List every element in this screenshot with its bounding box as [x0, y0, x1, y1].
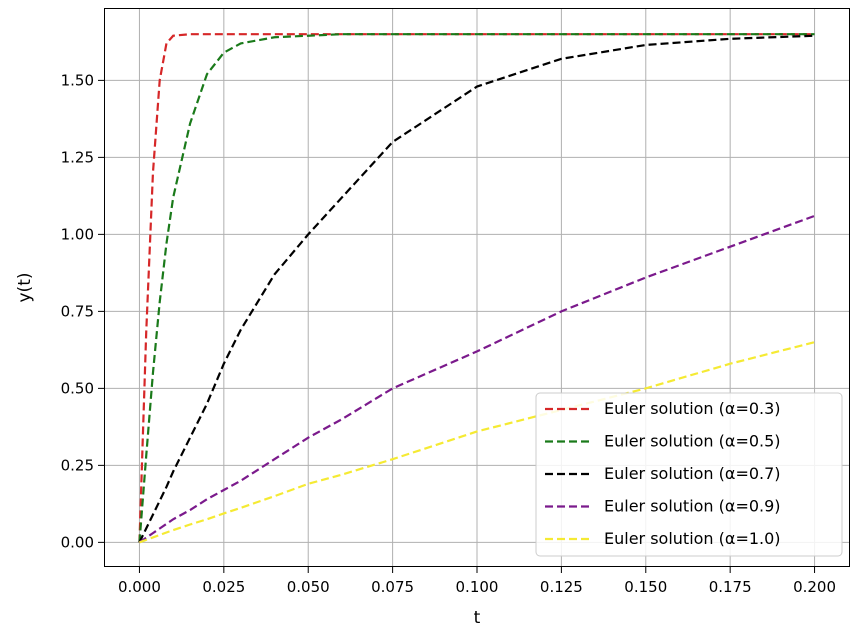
y-tick-label: 0.75	[61, 302, 94, 320]
legend-label: Euler solution (α=0.3)	[604, 399, 781, 418]
x-tick-label: 0.100	[456, 578, 499, 596]
y-axis-ticks: 0.00 0.25 0.50 0.75 1.00 1.25 1.50	[61, 71, 104, 551]
legend-label: Euler solution (α=0.7)	[604, 464, 781, 483]
y-tick-label: 1.00	[61, 225, 94, 243]
x-tick-label: 0.075	[371, 578, 414, 596]
x-tick-label: 0.150	[624, 578, 667, 596]
legend-label: Euler solution (α=0.5)	[604, 432, 781, 451]
x-tick-label: 0.000	[118, 578, 161, 596]
legend: Euler solution (α=0.3) Euler solution (α=…	[535, 392, 843, 557]
series-line-1	[138, 33, 815, 543]
y-tick-label: 0.25	[61, 456, 94, 474]
legend-label: Euler solution (α=0.9)	[604, 497, 781, 516]
series-line-3	[138, 214, 815, 544]
x-tick-label: 0.025	[202, 578, 245, 596]
y-tick-label: 0.00	[61, 533, 94, 551]
grid	[104, 8, 850, 567]
x-tick-label: 0.175	[709, 578, 752, 596]
y-tick-label: 1.50	[61, 71, 94, 89]
x-tick-label: 0.050	[287, 578, 330, 596]
series-line-2	[138, 34, 815, 543]
x-axis-label: t	[474, 608, 481, 628]
y-tick-label: 0.50	[61, 379, 94, 397]
y-axis-label: y(t)	[15, 273, 35, 303]
y-tick-label: 1.25	[61, 148, 94, 166]
series-line-0	[138, 33, 815, 543]
x-axis-ticks: 0.000 0.025 0.050 0.075 0.100 0.125 0.150 0.175…	[118, 567, 836, 596]
series-layer	[138, 33, 815, 544]
x-tick-label: 0.200	[793, 578, 836, 596]
legend-label: Euler solution (α=1.0)	[604, 529, 781, 548]
x-tick-label: 0.125	[540, 578, 583, 596]
legend-box	[535, 392, 843, 557]
